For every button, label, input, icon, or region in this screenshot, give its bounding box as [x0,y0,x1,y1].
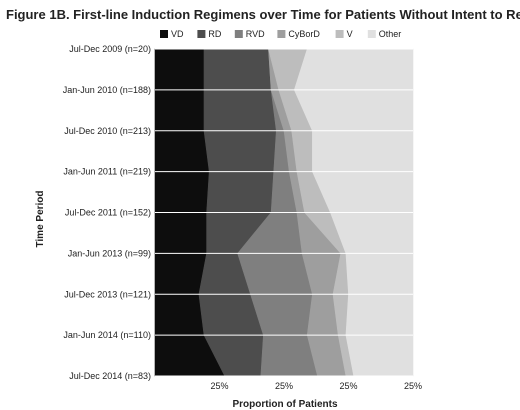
legend-swatch-v [335,30,344,38]
legend: VD RD RVD CyBorD V Other [160,29,401,39]
legend-label-cybord: CyBorD [288,29,320,39]
y-tick-label: Jan-Jun 2014 (n=110) [63,330,151,340]
y-tick-label: Jul-Dec 2010 (n=213) [64,126,151,136]
legend-swatch-rvd [234,30,243,38]
x-tick-label: 25% [339,381,357,391]
legend-swatch-rd [197,30,206,38]
y-tick-label: Jan-Jun 2010 (n=188) [63,85,151,95]
chart-title: Figure 1B. First-line Induction Regimens… [6,7,520,22]
y-axis-label: Time Period [35,190,46,247]
x-axis-label: Proportion of Patients [233,399,338,410]
y-tick-label: Jul-Dec 2011 (n=152) [65,208,151,218]
gridlines [155,48,413,377]
x-tick-label: 25% [275,381,293,391]
legend-label-vd: VD [171,29,184,39]
legend-label-other: Other [379,29,402,39]
y-tick-label: Jan-Jun 2013 (n=99) [68,248,151,258]
legend-label-rvd: RVD [246,29,265,39]
legend-label-v: V [347,29,353,39]
y-tick-label: Jul-Dec 2013 (n=121) [64,289,151,299]
legend-swatch-vd [160,30,168,38]
legend-swatch-other [367,30,376,38]
y-tick-label: Jul-Dec 2014 (n=83) [69,371,151,381]
x-tick-label: 25% [210,381,228,391]
x-axis-ticks: 25% 25% 25% 25% [210,381,422,391]
y-tick-label: Jan-Jun 2011 (n=219) [63,167,151,177]
x-tick-label: 25% [404,381,422,391]
legend-swatch-cybord [277,30,286,38]
legend-label-rd: RD [208,29,221,39]
y-tick-label: Jul-Dec 2009 (n=20) [69,44,151,54]
y-axis-ticks: Jul-Dec 2009 (n=20) Jan-Jun 2010 (n=188) J… [63,44,151,381]
